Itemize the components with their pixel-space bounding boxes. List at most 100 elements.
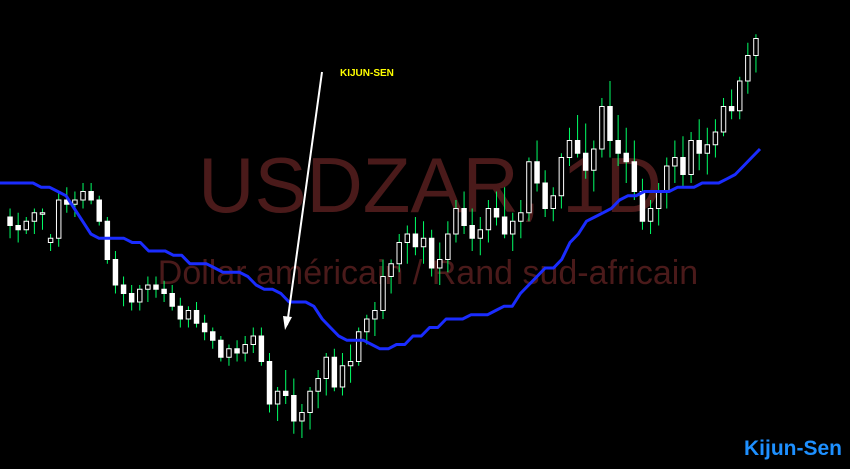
annotation-arrowhead <box>283 316 292 330</box>
candle-body <box>258 335 265 362</box>
candle-body <box>15 225 21 231</box>
candle-body <box>388 263 394 277</box>
candle-body <box>582 152 589 171</box>
candle-body <box>112 259 119 286</box>
candle-body <box>47 237 54 243</box>
candle-body <box>664 165 670 192</box>
candle-body <box>412 233 419 248</box>
candle-body <box>696 140 702 154</box>
candle-body <box>331 356 338 388</box>
candle-body <box>404 233 411 243</box>
candle-body <box>420 237 427 248</box>
candle-body <box>542 182 548 209</box>
candle-body <box>372 310 378 320</box>
candle-body <box>120 284 127 294</box>
candle-body <box>720 106 727 133</box>
candle-body <box>347 361 354 367</box>
candle-body <box>31 212 38 222</box>
candle-body <box>485 208 492 231</box>
candle-body <box>615 140 621 154</box>
brand-label: Kijun-Sen <box>744 437 842 460</box>
candle-body <box>574 140 581 154</box>
candle-body <box>7 216 13 226</box>
candle-body <box>234 348 240 354</box>
candle-body <box>201 322 208 333</box>
candle-body <box>39 212 46 215</box>
candle-body <box>128 293 135 303</box>
candle-body <box>250 335 257 345</box>
candle-body <box>137 288 143 303</box>
candle-body <box>55 199 62 239</box>
candle-body <box>169 293 175 307</box>
candle-body <box>639 191 646 222</box>
candle-body <box>323 356 329 379</box>
candle-body <box>704 144 711 154</box>
candle-body <box>299 412 305 422</box>
kijun-sen-line <box>0 147 762 351</box>
candle-body <box>712 131 719 146</box>
candle-body <box>526 161 532 214</box>
candle-body <box>753 38 759 56</box>
candle-body <box>153 284 159 290</box>
candle-body <box>80 191 86 201</box>
candle-body <box>380 276 386 311</box>
candle-body <box>493 208 500 218</box>
candle-body <box>72 199 78 205</box>
candle-body <box>437 259 443 269</box>
annotation-label: KIJUN-SEN <box>340 68 394 79</box>
candle-body <box>591 148 597 171</box>
candle-body <box>185 310 192 320</box>
candle-body <box>226 348 232 358</box>
candle-body <box>680 157 686 175</box>
candle-body <box>396 242 402 265</box>
candle-body <box>745 55 751 82</box>
candle-body <box>23 220 29 231</box>
candle-body <box>104 220 111 260</box>
candle-body <box>145 284 151 290</box>
candle-body <box>274 390 281 405</box>
candle-body <box>177 305 184 320</box>
candle-body <box>218 339 224 358</box>
candle-body <box>242 344 248 354</box>
candle-body <box>445 233 451 260</box>
candle-body <box>647 208 654 222</box>
candle-body <box>307 390 313 413</box>
candle-body <box>672 157 678 167</box>
candle-body <box>291 395 297 422</box>
candle-body <box>453 208 459 235</box>
candle-body <box>534 161 540 184</box>
candle-body <box>501 216 508 235</box>
candle-body <box>266 361 273 405</box>
candle-body <box>518 212 524 222</box>
candle-body <box>599 106 605 150</box>
candle-body <box>469 225 475 239</box>
candle-body <box>428 237 435 269</box>
candles-layer <box>7 34 759 438</box>
candle-body <box>355 331 362 362</box>
annotation-arrow <box>286 71 323 326</box>
candle-body <box>339 365 346 388</box>
candle-body <box>477 229 484 239</box>
candle-body <box>655 191 662 209</box>
candle-body <box>282 390 289 396</box>
candle-body <box>558 157 565 197</box>
candle-body <box>461 208 467 226</box>
candle-body <box>193 310 200 324</box>
candle-body <box>364 318 370 333</box>
candle-body <box>566 140 573 158</box>
candle-body <box>688 140 694 175</box>
candle-body <box>607 106 613 141</box>
candle-body <box>550 195 556 209</box>
candle-body <box>737 80 743 112</box>
candle-body <box>315 378 321 392</box>
candle-body <box>210 331 216 341</box>
candle-body <box>96 199 102 222</box>
watermark-description: Dollar américain / Rand sud-africain <box>158 254 698 292</box>
candle-body <box>623 152 629 163</box>
candle-body <box>509 220 516 235</box>
candle-body <box>631 161 638 192</box>
candle-body <box>88 191 94 201</box>
candle-body <box>728 106 735 112</box>
candle-body <box>161 288 167 294</box>
